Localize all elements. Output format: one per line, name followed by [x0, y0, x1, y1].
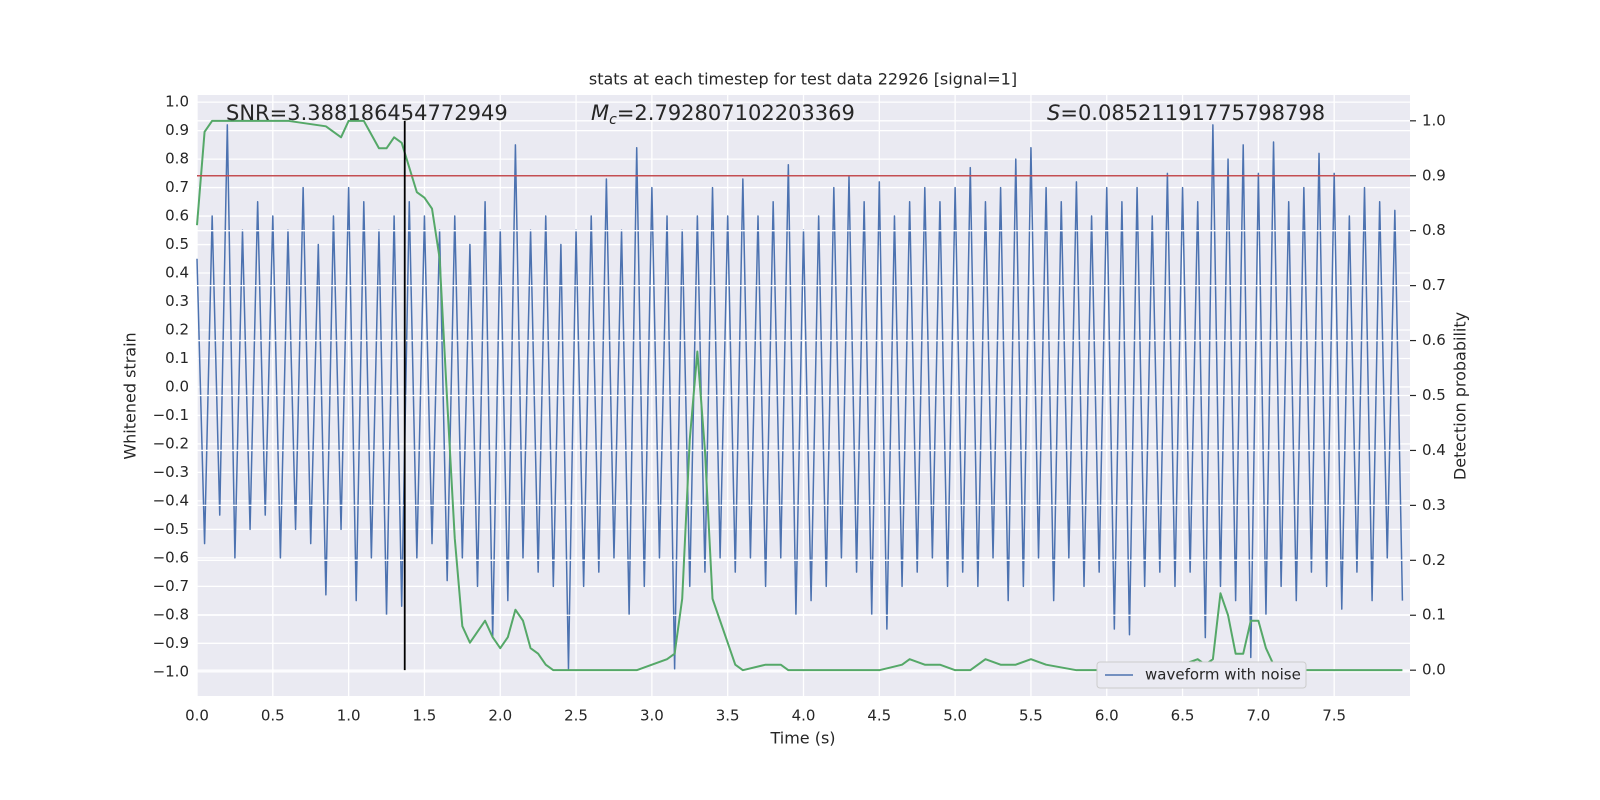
y-tick-label: −0.8: [153, 605, 189, 623]
y-tick-label: 0.8: [165, 150, 189, 168]
y-tick-label: 0.4: [165, 264, 189, 282]
y-tick-label: 0.6: [165, 207, 189, 225]
x-tick-label: 4.5: [867, 707, 891, 725]
annotation: SNR=3.388186454772949: [226, 101, 508, 125]
x-tick-label: 5.0: [943, 707, 967, 725]
y-tick-label: −0.2: [153, 434, 189, 452]
y-tick-label: 0.1: [165, 349, 189, 367]
y-tick-label: 1.0: [165, 93, 189, 111]
y2-axis-label: Detection probability: [1451, 312, 1470, 480]
y-tick-label: 0.7: [165, 178, 189, 196]
legend-box: [1096, 661, 1307, 689]
x-tick-label: 3.0: [640, 707, 664, 725]
chart-title: stats at each timestep for test data 229…: [589, 70, 1017, 89]
y2-tick-label: 0.9: [1422, 166, 1446, 184]
y2-tick-label: 0.8: [1422, 221, 1446, 239]
x-tick-label: 0.5: [261, 707, 285, 725]
annotation: S=0.08521191775798798: [1047, 101, 1325, 125]
x-tick-label: 1.5: [413, 707, 437, 725]
annotation: Mc=2.792807102203369: [591, 101, 855, 128]
y-tick-label: −1.0: [153, 662, 189, 680]
y2-tick-label: 0.2: [1422, 551, 1446, 569]
y-tick-label: −0.6: [153, 548, 189, 566]
y-tick-label: 0.2: [165, 320, 189, 338]
x-tick-label: 6.0: [1095, 707, 1119, 725]
x-tick-label: 7.5: [1322, 707, 1346, 725]
y2-tick-label: 1.0: [1422, 111, 1446, 129]
y-tick-label: −0.4: [153, 491, 189, 509]
y-tick-label: 0.5: [165, 235, 189, 253]
y2-tick-label: 0.7: [1422, 276, 1446, 294]
annotation-part: M: [591, 101, 609, 125]
y-tick-label: 0.3: [165, 292, 189, 310]
legend-label: waveform with noise: [1145, 666, 1301, 684]
y-tick-label: −0.1: [153, 406, 189, 424]
x-tick-label: 0.0: [185, 707, 209, 725]
x-tick-label: 2.5: [564, 707, 588, 725]
x-tick-label: 4.0: [792, 707, 816, 725]
x-tick-label: 2.0: [488, 707, 512, 725]
annotation-part: SNR=3.388186454772949: [226, 101, 508, 125]
x-axis-label: Time (s): [769, 729, 835, 748]
y-axis-label: Whitened strain: [121, 332, 140, 459]
x-tick-label: 6.5: [1171, 707, 1195, 725]
y-tick-label: −0.5: [153, 520, 189, 538]
y2-tick-label: 0.6: [1422, 331, 1446, 349]
x-tick-label: 7.0: [1246, 707, 1270, 725]
y-tick-label: −0.9: [153, 634, 189, 652]
y2-tick-label: 0.1: [1422, 606, 1446, 624]
y2-tick-label: 0.0: [1422, 661, 1446, 679]
y2-tick-label: 0.4: [1422, 441, 1446, 459]
annotation-part: S: [1047, 101, 1060, 125]
y2-tick-label: 0.5: [1422, 386, 1446, 404]
x-tick-label: 3.5: [716, 707, 740, 725]
x-tick-label: 1.0: [337, 707, 361, 725]
y2-tick-label: 0.3: [1422, 496, 1446, 514]
x-tick-label: 5.5: [1019, 707, 1043, 725]
annotation-part: =0.08521191775798798: [1060, 101, 1325, 125]
annotation-part: c: [609, 112, 617, 128]
y-tick-label: −0.3: [153, 463, 189, 481]
annotation-part: =2.792807102203369: [617, 101, 855, 125]
series-line: [196, 124, 1404, 670]
y-tick-label: 0.9: [165, 121, 189, 139]
y-tick-label: 0.0: [165, 377, 189, 395]
y-tick-label: −0.7: [153, 577, 189, 595]
